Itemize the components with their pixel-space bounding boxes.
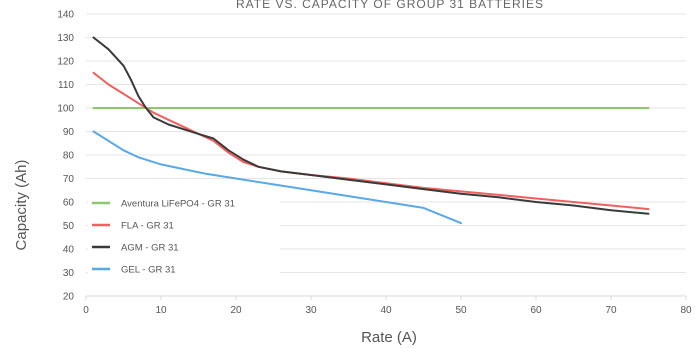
y-tick-label: 50: [63, 221, 75, 232]
y-tick-label: 110: [58, 80, 74, 91]
x-tick-label: 20: [230, 305, 242, 316]
x-tick-label: 10: [155, 305, 167, 316]
y-tick-label: 120: [57, 57, 74, 68]
x-tick-label: 80: [680, 305, 692, 316]
y-tick-label: 80: [63, 151, 75, 162]
legend-label: GEL - GR 31: [121, 265, 176, 276]
legend-label: FLA - GR 31: [121, 221, 174, 232]
x-axis-ticks: 0 10 20 30 40 50 60 70 80: [83, 296, 692, 316]
x-tick-label: 60: [530, 305, 542, 316]
y-tick-label: 30: [63, 268, 75, 279]
x-tick-label: 40: [380, 305, 392, 316]
legend-box: [88, 193, 280, 281]
series-line: [92, 130, 462, 225]
series-line: [92, 36, 650, 215]
y-tick-label: 90: [63, 127, 75, 138]
y-tick-label: 20: [63, 292, 75, 303]
legend-label: Aventura LiFePO4 - GR 31: [121, 199, 235, 210]
x-axis-label: Rate (A): [361, 329, 417, 346]
series-lines: [92, 36, 650, 225]
x-tick-label: 70: [605, 305, 617, 316]
y-tick-label: 70: [63, 174, 75, 185]
y-axis-label: Capacity (Ah): [13, 160, 30, 251]
y-axis-ticks: 20 30 40 50 60 70 80 90 100 110 120 130 140: [57, 10, 74, 303]
y-tick-label: 40: [63, 245, 75, 256]
legend-label: AGM - GR 31: [121, 243, 179, 254]
chart-title: RATE VS. CAPACITY OF GROUP 31 BATTERIES: [236, 0, 544, 11]
y-tick-label: 130: [57, 33, 74, 44]
x-tick-label: 0: [83, 305, 89, 316]
y-tick-label: 60: [63, 198, 75, 209]
legend: Aventura LiFePO4 - GR 31 FLA - GR 31 AGM -…: [88, 193, 280, 281]
x-tick-label: 30: [305, 305, 317, 316]
x-tick-label: 50: [455, 305, 467, 316]
y-tick-label: 100: [57, 104, 74, 115]
y-tick-label: 140: [57, 10, 74, 21]
